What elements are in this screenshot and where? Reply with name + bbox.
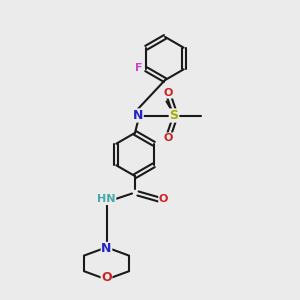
Text: F: F bbox=[135, 63, 142, 73]
Text: O: O bbox=[163, 88, 173, 98]
Text: O: O bbox=[159, 194, 168, 205]
Text: O: O bbox=[163, 133, 173, 143]
Text: N: N bbox=[133, 109, 143, 122]
Text: S: S bbox=[169, 109, 178, 122]
Text: O: O bbox=[101, 271, 112, 284]
Text: N: N bbox=[101, 242, 112, 256]
Text: HN: HN bbox=[97, 194, 116, 205]
